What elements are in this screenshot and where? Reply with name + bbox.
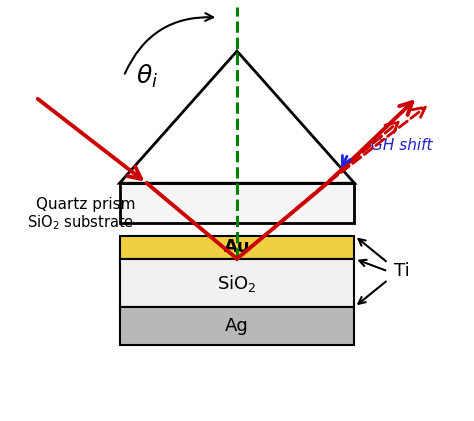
Text: Ag: Ag [225, 317, 249, 335]
Bar [119, 183, 355, 223]
Text: GH shift: GH shift [371, 138, 433, 153]
Text: $\theta_i$: $\theta_i$ [136, 63, 158, 90]
Bar [119, 307, 355, 345]
Text: SiO$_2$: SiO$_2$ [217, 272, 257, 293]
Text: Quartz prism: Quartz prism [36, 197, 135, 212]
Bar [119, 259, 355, 307]
Text: Ti: Ti [394, 262, 410, 280]
Text: Au: Au [224, 238, 250, 256]
Text: SiO$_2$ substrate: SiO$_2$ substrate [27, 214, 134, 232]
Bar [119, 236, 355, 259]
